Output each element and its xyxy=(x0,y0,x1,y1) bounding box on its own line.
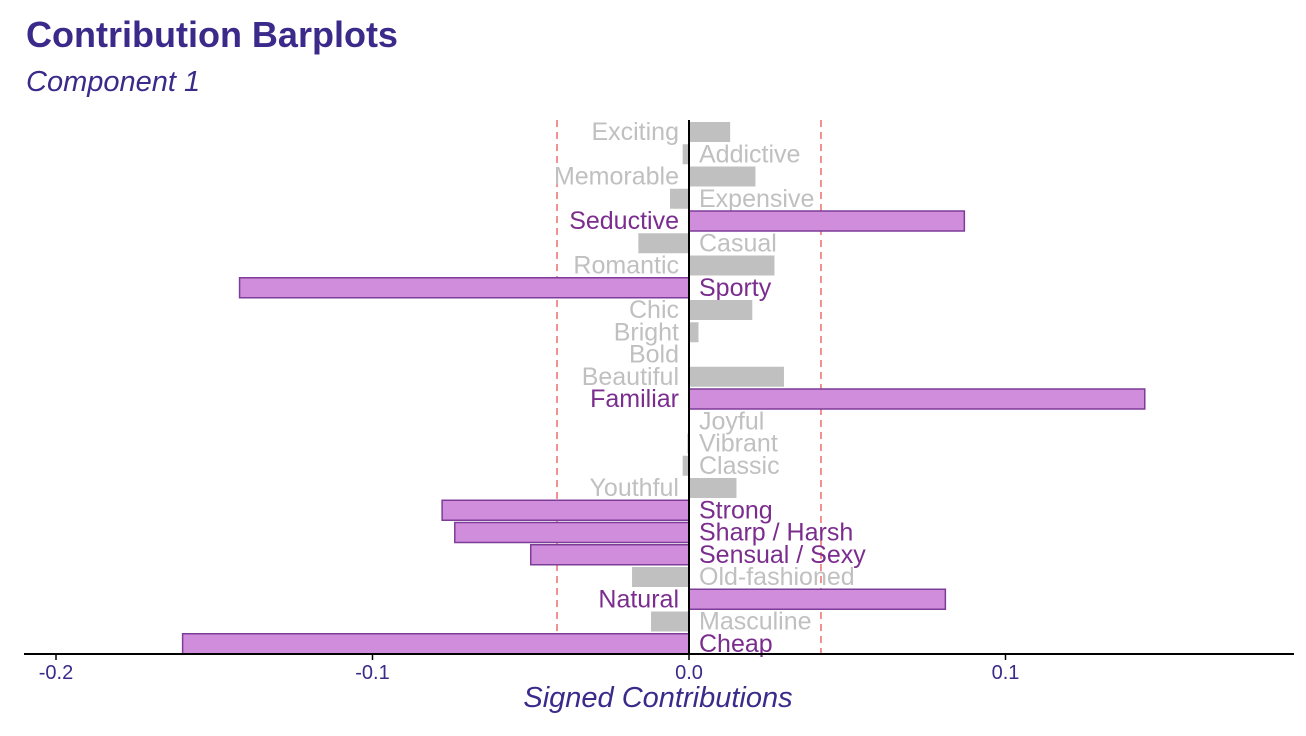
bar-seductive xyxy=(688,210,966,232)
bar-exciting xyxy=(689,122,731,142)
bar-expensive xyxy=(670,188,689,209)
bar-strong xyxy=(441,499,690,521)
chart-title: Contribution Barplots xyxy=(26,14,398,55)
bar-label: Natural xyxy=(598,585,679,613)
bar-cheap xyxy=(181,633,690,655)
bar-label: Old-fashioned xyxy=(699,563,855,591)
bar-label: Sporty xyxy=(699,274,772,302)
bar-familiar xyxy=(688,388,1146,410)
x-tick-label: -0.2 xyxy=(39,662,73,684)
bar-label: Classic xyxy=(699,452,780,480)
bar-label: Youthful xyxy=(590,474,679,502)
x-axis: -0.2 -0.1 0.0 0.1 xyxy=(24,120,1294,684)
bar-masculine xyxy=(651,611,689,632)
x-tick-label: 0.0 xyxy=(675,662,703,684)
bar-label: Familiar xyxy=(590,385,679,413)
bar-label: Vibrant xyxy=(699,430,778,458)
bar-old-fashioned xyxy=(632,567,689,587)
bar-sporty xyxy=(238,277,690,299)
bar-natural xyxy=(688,588,947,610)
bar-label: Sensual / Sexy xyxy=(699,541,866,569)
bar-label: Joyful xyxy=(699,407,764,435)
bar-addictive xyxy=(682,144,689,165)
bar-sharp-harsh xyxy=(454,521,690,544)
bar-beautiful xyxy=(689,366,784,387)
bar-label: Romantic xyxy=(573,252,679,280)
x-tick-label: 0.1 xyxy=(992,662,1020,684)
bar-label: Casual xyxy=(699,229,777,257)
bars: Exciting Addictive Memorable Expensive Seduc… xyxy=(181,118,1146,658)
bar-youthful xyxy=(689,478,737,498)
bar-chic xyxy=(689,300,753,320)
bar-label: Exciting xyxy=(591,118,679,146)
bar-romantic xyxy=(689,255,775,276)
bar-label: Memorable xyxy=(554,163,679,191)
x-axis-label: Signed Contributions xyxy=(523,682,792,714)
bar-label: Bright xyxy=(614,318,679,346)
bar-memorable xyxy=(689,166,756,187)
bar-label: Seductive xyxy=(569,207,679,235)
bar-label: Beautiful xyxy=(582,363,679,391)
bar-sensual-sexy xyxy=(530,544,690,566)
bar-label: Sharp / Harsh xyxy=(699,519,853,547)
bar-label: Strong xyxy=(699,496,773,524)
bar-label: Addictive xyxy=(699,140,800,168)
bar-label: Bold xyxy=(629,341,679,369)
bar-label: Masculine xyxy=(699,608,812,636)
bar-bright xyxy=(689,322,699,343)
bar-casual xyxy=(638,233,689,254)
bar-classic xyxy=(682,455,689,476)
x-tick-label: -0.1 xyxy=(355,662,389,684)
bar-label: Chic xyxy=(629,296,679,324)
chart-subtitle: Component 1 xyxy=(26,66,201,98)
bar-label: Expensive xyxy=(699,185,814,213)
